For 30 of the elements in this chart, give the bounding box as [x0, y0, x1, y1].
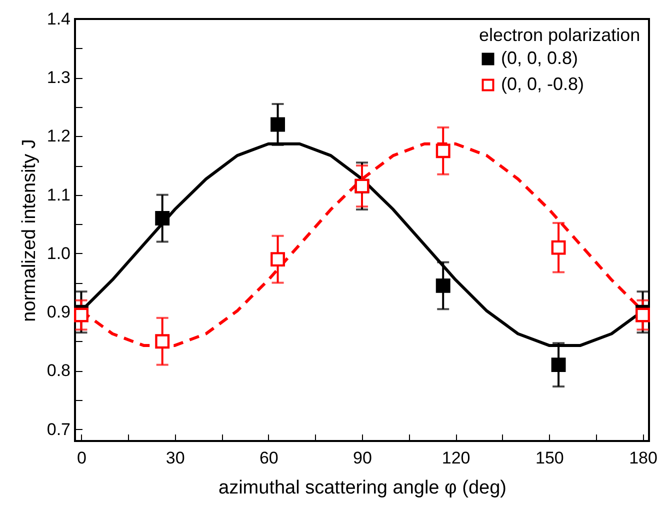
legend-title: electron polarization [479, 25, 640, 45]
point [270, 252, 285, 267]
y-tick-label: 1.4 [46, 10, 70, 28]
point [636, 308, 650, 322]
x-tick-label: 120 [442, 448, 470, 468]
point [155, 211, 170, 226]
y-axis-title: normalized intensity J [18, 139, 40, 322]
point [551, 358, 566, 372]
legend-label: (0, 0, 0.8) [501, 48, 578, 68]
x-tick-label: 150 [535, 448, 564, 468]
point [155, 334, 170, 349]
x-tick-label: 30 [166, 448, 185, 468]
y-tick-label: 0.9 [46, 302, 70, 322]
x-tick-label: 90 [353, 448, 372, 468]
point [551, 240, 566, 255]
x-tick-label: 180 [629, 448, 658, 468]
y-tick-label: 0.8 [46, 361, 70, 380]
y-tick-label: 1.0 [46, 244, 70, 263]
legend-label: (0, 0, -0.8) [501, 74, 584, 94]
y-tick-label: 1.1 [46, 185, 70, 204]
x-axis-title: azimuthal scattering angle φ (deg) [218, 478, 506, 498]
y-tick-label: 1.2 [46, 126, 70, 146]
y-tick-label: 0.7 [46, 420, 70, 439]
x-tick-label: 0 [77, 448, 86, 468]
point [74, 308, 88, 322]
point [270, 117, 285, 132]
point [436, 144, 450, 158]
y-tick-label: 1.3 [46, 68, 70, 88]
x-tick-label: 60 [259, 448, 278, 468]
point [436, 278, 450, 293]
